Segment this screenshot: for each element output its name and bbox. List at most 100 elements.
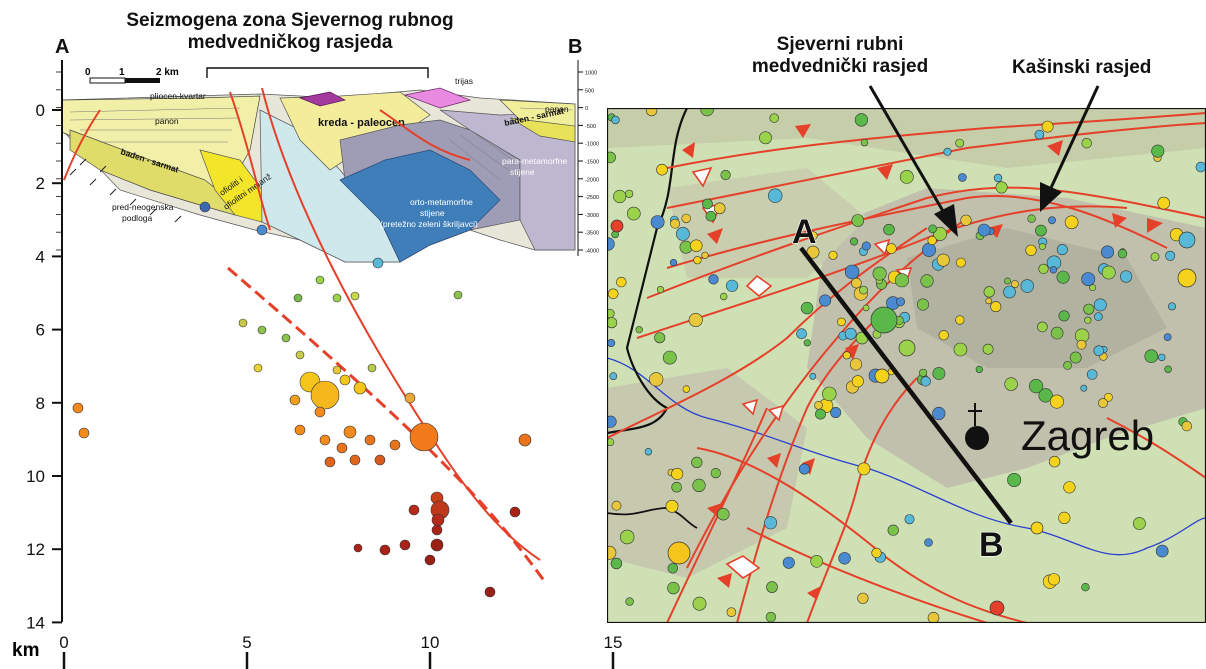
epicenter (922, 243, 935, 256)
epicenter (850, 238, 857, 245)
hypocenter (258, 326, 266, 334)
epicenter (895, 274, 908, 287)
epicenter (783, 557, 794, 568)
epicenter (815, 409, 825, 419)
hypocenter (519, 434, 531, 446)
hypocenter (337, 443, 347, 453)
hypocenter (510, 507, 520, 517)
epicenter (1065, 216, 1078, 229)
epicenter (1028, 215, 1036, 223)
epicenter (928, 612, 939, 623)
epicenter (873, 267, 886, 280)
epicenter (851, 278, 861, 288)
epicenter-large (1178, 269, 1196, 287)
hypocenter (257, 225, 267, 235)
epicenter (770, 114, 779, 123)
epicenter (1145, 350, 1158, 363)
epicenter (852, 215, 864, 227)
epicenter (1070, 352, 1081, 363)
elevation-tick-label: -2500 (585, 195, 599, 201)
epicenter (1087, 370, 1097, 380)
epicenter (905, 515, 914, 524)
hypocenter (294, 294, 302, 302)
epicenter-large (875, 369, 889, 383)
hypocenter (400, 540, 410, 550)
hypocenter (431, 539, 443, 551)
epicenter (692, 457, 703, 468)
depth-tick-label: 0 (36, 101, 45, 120)
epicenter (886, 244, 896, 254)
distance-ticks: 0 5 10 15 (59, 633, 622, 669)
epicenter (810, 373, 816, 379)
depth-ticks: 0 2 4 6 8 10 12 14 (26, 101, 62, 632)
epicenter (655, 333, 665, 343)
epicenter (616, 277, 626, 287)
epicenter (1037, 322, 1047, 332)
epicenter (1048, 217, 1055, 224)
epicenter (607, 152, 616, 163)
epicenter (759, 132, 771, 144)
fault-label-1-line1: Sjeverni rubni (730, 34, 950, 56)
hypocenter (295, 425, 305, 435)
epicenter (1120, 271, 1132, 283)
hypocenter (390, 440, 400, 450)
epicenter (690, 240, 702, 252)
epicenter (976, 366, 983, 373)
depth-tick-label: 8 (36, 394, 45, 413)
distance-tick-label: 5 (242, 633, 251, 652)
hypocenter (311, 381, 339, 409)
epicenter (651, 216, 664, 229)
hypocenter (239, 319, 247, 327)
epicenter (1082, 273, 1095, 286)
epicenter-large (668, 542, 690, 564)
distance-axis: 0 5 10 15 (0, 630, 640, 669)
epicenter (1151, 253, 1159, 261)
epicenter (1101, 246, 1113, 258)
elevation-tick-label: 1000 (585, 71, 597, 77)
epicenter (925, 539, 933, 547)
epicenter (1050, 266, 1057, 273)
epicenter (1051, 327, 1063, 339)
depth-tick-label: 12 (26, 540, 45, 559)
epicenter (1029, 379, 1043, 393)
hypocenter (325, 457, 335, 467)
epicenter (929, 225, 937, 233)
epicenter (944, 148, 951, 155)
epicenter (1168, 303, 1175, 310)
hypocenter (340, 375, 350, 385)
hypocenter (432, 525, 442, 535)
epicenter (831, 407, 841, 417)
elevation-tick-label: 0 (585, 106, 588, 112)
epicenter (961, 215, 972, 226)
epicenter (1082, 583, 1090, 591)
epicenter (858, 463, 870, 475)
fault-label-1-line2: medvednički rasjed (730, 56, 950, 78)
label-para1: para-metamorfne (502, 156, 567, 166)
elevation-tick-label: -3000 (585, 213, 599, 219)
epicenter (1098, 398, 1107, 407)
label-pliocen: pliocen-kvartar (150, 91, 206, 101)
epicenter (939, 330, 949, 340)
epicenter (680, 241, 692, 253)
epicenter (928, 236, 937, 245)
label-orto2: stijene (420, 208, 445, 218)
scale-bar: 0 1 2 km (85, 67, 179, 83)
hypocenter (351, 292, 359, 300)
epicenter (672, 468, 683, 479)
epicenter (829, 251, 837, 259)
hypocenter (405, 393, 415, 403)
epicenter (689, 313, 702, 326)
epicenter (888, 525, 899, 536)
epicenter (1094, 346, 1104, 356)
epicenter (986, 298, 992, 304)
epicenter (863, 305, 869, 311)
epicenter (607, 416, 616, 428)
epicenter (1026, 245, 1037, 256)
epicenter (1064, 482, 1076, 494)
epicenter (726, 280, 738, 292)
epicenter (1081, 385, 1087, 391)
epicenter (1057, 271, 1069, 283)
epicenter (921, 377, 931, 387)
map-panel: A B Zagreb (607, 108, 1206, 623)
hypocenter (365, 435, 375, 445)
